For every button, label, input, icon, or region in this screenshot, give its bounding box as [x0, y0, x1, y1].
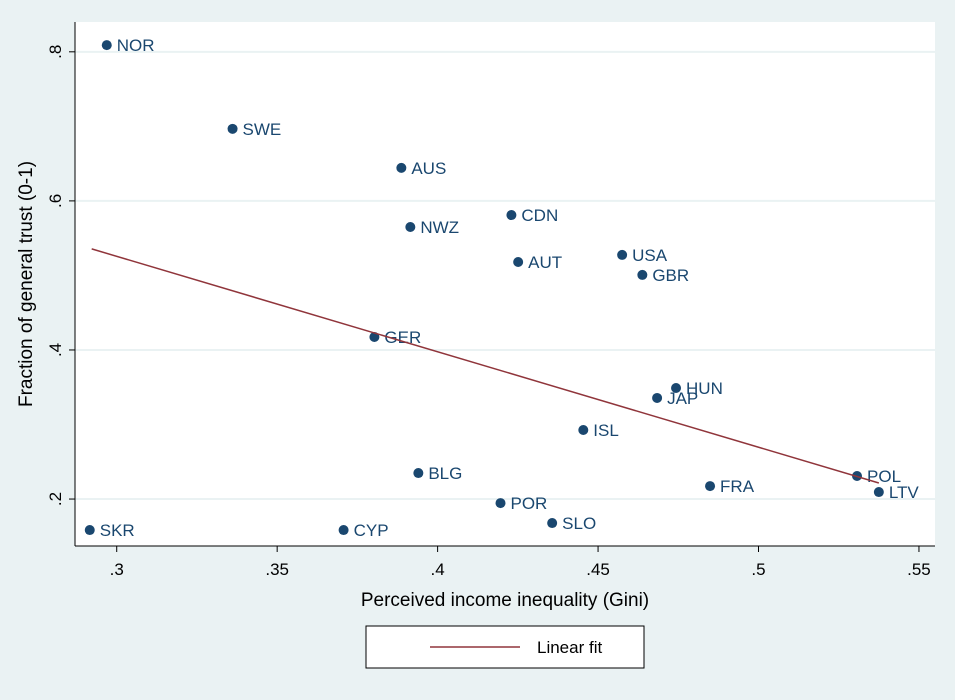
point-label: USA	[632, 246, 668, 265]
point-label: SLO	[562, 514, 596, 533]
point-label: JAP	[667, 389, 698, 408]
plot-area	[75, 22, 935, 546]
point-label: BLG	[428, 464, 462, 483]
x-tick-label: .4	[431, 560, 445, 579]
fit-line	[91, 248, 880, 484]
point-label: FRA	[720, 477, 755, 496]
point-label: SWE	[243, 120, 282, 139]
y-tick-label: .2	[46, 492, 65, 506]
point	[578, 425, 589, 436]
y-tick-label: .8	[46, 45, 65, 59]
x-tick-label: .3	[110, 560, 124, 579]
point	[513, 257, 524, 268]
point-label: AUS	[411, 159, 446, 178]
point	[338, 525, 349, 536]
y-axis-title: Fraction of general trust (0-1)	[16, 161, 37, 407]
point-label: CYP	[354, 521, 389, 540]
point	[396, 162, 407, 173]
point	[413, 468, 424, 479]
point	[652, 392, 663, 403]
point	[705, 481, 716, 492]
point-label: GER	[384, 328, 421, 347]
point	[617, 249, 628, 260]
point	[227, 123, 238, 134]
x-axis-title: Perceived income inequality (Gini)	[361, 590, 649, 611]
point	[506, 210, 517, 221]
point-label: LTV	[889, 483, 920, 502]
point	[84, 525, 95, 536]
x-tick-label: .35	[265, 560, 289, 579]
y-tick-label: .6	[46, 194, 65, 208]
point-label: NOR	[117, 36, 155, 55]
point-label: NWZ	[420, 218, 459, 237]
point-label: CDN	[521, 206, 558, 225]
point	[405, 221, 416, 232]
point	[637, 269, 648, 280]
x-tick-label: .55	[907, 560, 931, 579]
point-label: POR	[511, 494, 548, 513]
x-tick-label: .45	[586, 560, 610, 579]
x-tick-label: .5	[751, 560, 765, 579]
point	[671, 382, 682, 393]
point-label: AUT	[528, 253, 562, 272]
point	[101, 40, 112, 51]
point-label: ISL	[593, 421, 619, 440]
point-label: SKR	[100, 521, 135, 540]
point-label: GBR	[652, 266, 689, 285]
point	[547, 518, 558, 529]
point-label: HUN	[686, 379, 723, 398]
legend-label: Linear fit	[537, 638, 602, 657]
point	[495, 498, 506, 509]
y-tick-label: .4	[46, 343, 65, 357]
point	[873, 487, 884, 498]
